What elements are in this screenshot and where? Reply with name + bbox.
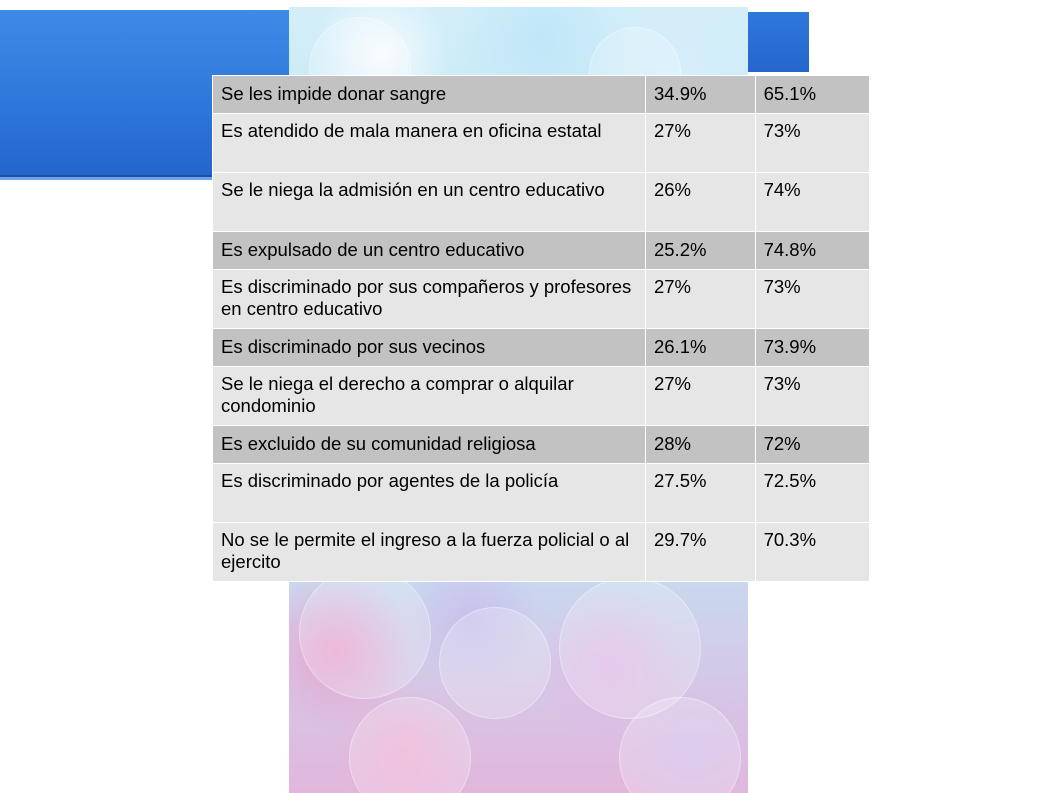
table-row: Es expulsado de un centro educativo 25.2… [212,231,871,270]
row-no-value: 73% [754,113,871,173]
row-no-value: 73.9% [754,328,871,367]
table-row: Se le niega la admisión en un centro edu… [212,172,871,232]
row-label: Es discriminado por sus vecinos [212,328,646,367]
row-label: Se le niega el derecho a comprar o alqui… [212,366,646,426]
row-no-value: 72% [754,425,871,464]
row-yes-value: 27% [644,269,756,329]
row-label: Se le niega la admisión en un centro edu… [212,172,646,232]
row-label: No se le permite el ingreso a la fuerza … [212,522,646,582]
table-row: Es discriminado por sus vecinos 26.1% 73… [212,328,871,367]
table-row: No se le permite el ingreso a la fuerza … [212,522,871,582]
table-row: Se le niega el derecho a comprar o alqui… [212,366,871,426]
row-label: Es expulsado de un centro educativo [212,231,646,270]
row-yes-value: 25.2% [644,231,756,270]
row-yes-value: 27% [644,366,756,426]
table-row: Es discriminado por sus compañeros y pro… [212,269,871,329]
row-no-value: 74.8% [754,231,871,270]
table-row: Se les impide donar sangre 34.9% 65.1% [212,75,871,114]
row-no-value: 74% [754,172,871,232]
table-row: Es excluido de su comunidad religiosa 28… [212,425,871,464]
discrimination-table: Se les impide donar sangre 34.9% 65.1% E… [212,75,871,582]
row-no-value: 73% [754,269,871,329]
row-label: Es discriminado por agentes de la policí… [212,463,646,523]
row-no-value: 73% [754,366,871,426]
row-label: Se les impide donar sangre [212,75,646,114]
row-label: Es excluido de su comunidad religiosa [212,425,646,464]
row-yes-value: 27% [644,113,756,173]
row-no-value: 70.3% [754,522,871,582]
row-label: Es discriminado por sus compañeros y pro… [212,269,646,329]
row-label: Es atendido de mala manera en oficina es… [212,113,646,173]
row-yes-value: 29.7% [644,522,756,582]
table-row: Es discriminado por agentes de la policí… [212,463,871,523]
row-yes-value: 27.5% [644,463,756,523]
row-yes-value: 28% [644,425,756,464]
row-no-value: 65.1% [754,75,871,114]
row-yes-value: 26% [644,172,756,232]
row-no-value: 72.5% [754,463,871,523]
row-yes-value: 26.1% [644,328,756,367]
row-yes-value: 34.9% [644,75,756,114]
header-blue-square [748,12,809,72]
table-row: Es atendido de mala manera en oficina es… [212,113,871,173]
